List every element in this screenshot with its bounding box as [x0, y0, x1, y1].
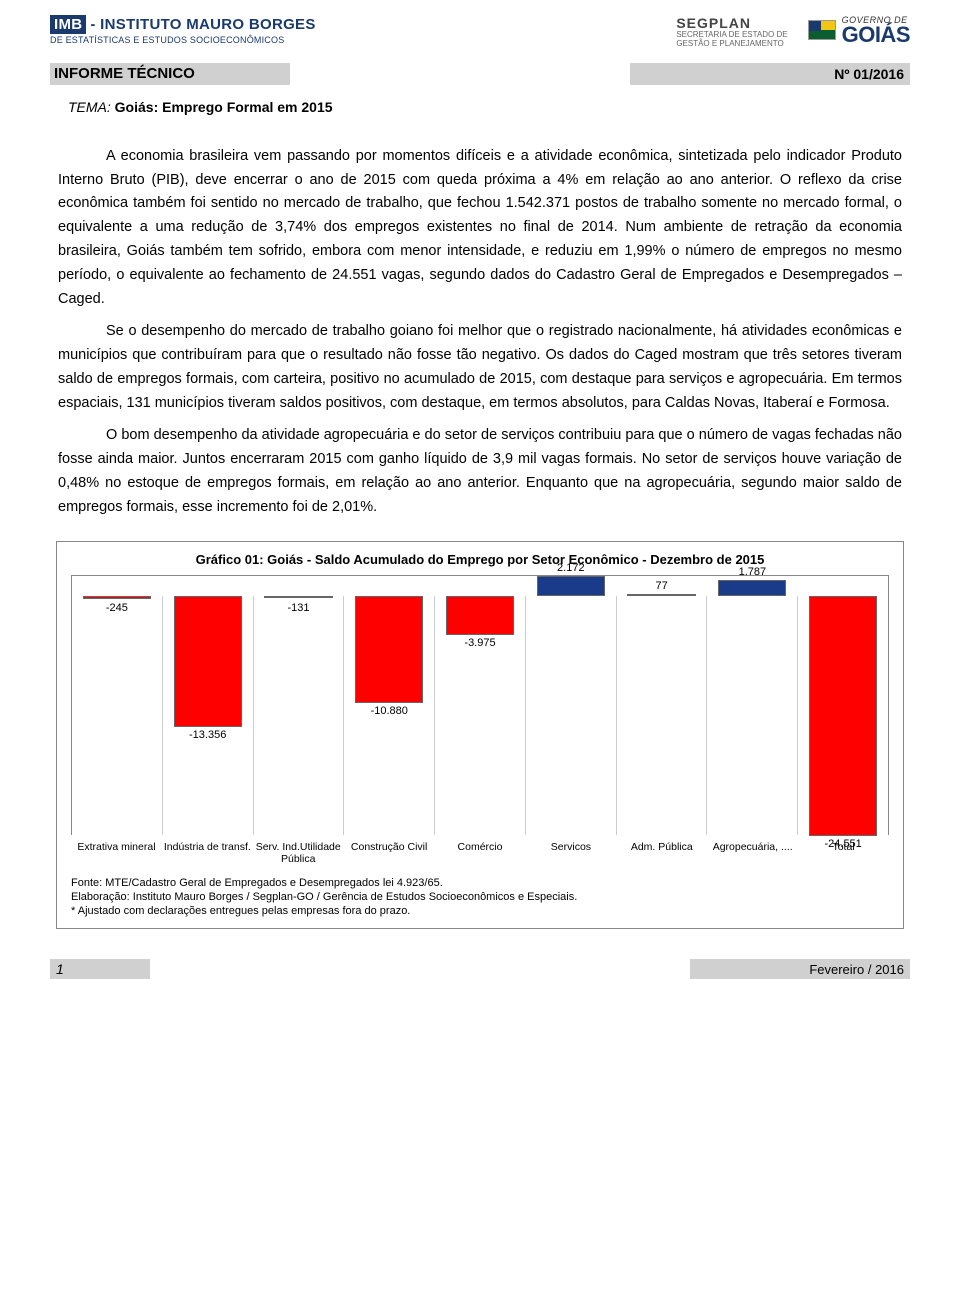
- bar-cell: 2.172: [526, 596, 617, 835]
- bar-value-label: 77: [617, 580, 707, 592]
- bar-value-label: -13.356: [163, 729, 253, 741]
- bar-value-label: -10.880: [344, 705, 434, 717]
- bar-value-label: -131: [254, 602, 344, 614]
- bar-cell: -13.356: [163, 596, 254, 835]
- body-text: A economia brasileira vem passando por m…: [50, 145, 910, 520]
- chart-note-2: Elaboração: Instituto Mauro Borges / Seg…: [71, 890, 889, 904]
- chart-category-label: Agropecuária, ....: [707, 841, 798, 865]
- bar-rect: [537, 576, 605, 596]
- issue-number: Nº 01/2016: [834, 66, 910, 82]
- goias-flag-icon: [808, 20, 836, 40]
- chart-category-label: Serv. Ind.Utilidade Pública: [253, 841, 344, 865]
- paragraph-3: O bom desempenho da atividade agropecuár…: [58, 424, 902, 520]
- bar-rect: [718, 580, 786, 596]
- footer-date: Fevereiro / 2016: [809, 962, 904, 977]
- logo-right-group: SEGPLAN SECRETARIA DE ESTADO DE GESTÃO E…: [676, 15, 910, 49]
- bar-cell: -245: [72, 596, 163, 835]
- goias-label: GOIÁS: [842, 25, 910, 45]
- imb-text: - INSTITUTO MAURO BORGES: [90, 16, 315, 33]
- chart-box: Gráfico 01: Goiás - Saldo Acumulado do E…: [56, 541, 904, 929]
- chart-category-label: Indústria de transf.: [162, 841, 253, 865]
- imb-box: IMB: [50, 15, 86, 34]
- chart-category-label: Comércio: [435, 841, 526, 865]
- tema-line: TEMA: Goiás: Emprego Formal em 2015: [68, 99, 910, 115]
- bar-rect: [83, 596, 151, 598]
- bar-value-label: -3.975: [435, 637, 525, 649]
- chart-note-3: * Ajustado com declarações entregues pel…: [71, 904, 889, 918]
- page-number: 1: [56, 961, 64, 977]
- bar-value-label: 1.787: [707, 566, 797, 578]
- chart-category-label: Servicos: [525, 841, 616, 865]
- bar-cell: 77: [617, 596, 708, 835]
- bar-cell: -3.975: [435, 596, 526, 835]
- bar-rect: [174, 596, 242, 727]
- bar-cell: -10.880: [344, 596, 435, 835]
- chart-note-1: Fonte: MTE/Cadastro Geral de Empregados …: [71, 876, 889, 890]
- bar-rect: [627, 594, 695, 596]
- header-logos: IMB- INSTITUTO MAURO BORGES DE ESTATÍSTI…: [50, 0, 910, 57]
- bar-rect: [809, 596, 877, 836]
- bar-rect: [446, 596, 514, 635]
- page-number-box: 1: [50, 959, 150, 979]
- bar-value-label: 2.172: [526, 562, 616, 574]
- paragraph-2: Se o desempenho do mercado de trabalho g…: [58, 320, 902, 416]
- bar-cell: -24.551: [798, 596, 888, 835]
- segplan-title: SEGPLAN: [676, 15, 787, 31]
- logo-imb: IMB- INSTITUTO MAURO BORGES DE ESTATÍSTI…: [50, 15, 316, 45]
- bar-cell: -131: [254, 596, 345, 835]
- bar-rect: [264, 596, 332, 598]
- imb-subtitle: DE ESTATÍSTICAS E ESTUDOS SOCIOECONÔMICO…: [50, 35, 316, 45]
- chart-plot-area: -245 -13.356 -131 -10.880 -3.9752.172771.787…: [71, 575, 889, 835]
- chart-category-row: Extrativa mineralIndústria de transf.Ser…: [71, 841, 889, 865]
- chart-category-label: Adm. Pública: [616, 841, 707, 865]
- footer-bar: 1 Fevereiro / 2016: [50, 959, 910, 979]
- bar-cell: 1.787: [707, 596, 798, 835]
- informe-tecnico-label: INFORME TÉCNICO: [50, 65, 195, 82]
- chart-category-label: Construção Civil: [344, 841, 435, 865]
- paragraph-1: A economia brasileira vem passando por m…: [58, 145, 902, 312]
- chart-notes: Fonte: MTE/Cadastro Geral de Empregados …: [71, 876, 889, 919]
- bar-value-label: -245: [72, 602, 162, 614]
- title-bar: INFORME TÉCNICO Nº 01/2016: [50, 63, 910, 85]
- tema-value: Goiás: Emprego Formal em 2015: [115, 99, 333, 115]
- segplan-sub2: GESTÃO E PLANEJAMENTO: [676, 40, 787, 49]
- bar-value-label: -24.551: [798, 838, 888, 850]
- logo-segplan: SEGPLAN SECRETARIA DE ESTADO DE GESTÃO E…: [676, 15, 787, 49]
- tema-label: TEMA:: [68, 99, 115, 115]
- chart-category-label: Extrativa mineral: [71, 841, 162, 865]
- footer-date-box: Fevereiro / 2016: [690, 959, 910, 979]
- logo-goias: GOVERNO DE GOIÁS: [808, 15, 910, 45]
- bar-rect: [355, 596, 423, 702]
